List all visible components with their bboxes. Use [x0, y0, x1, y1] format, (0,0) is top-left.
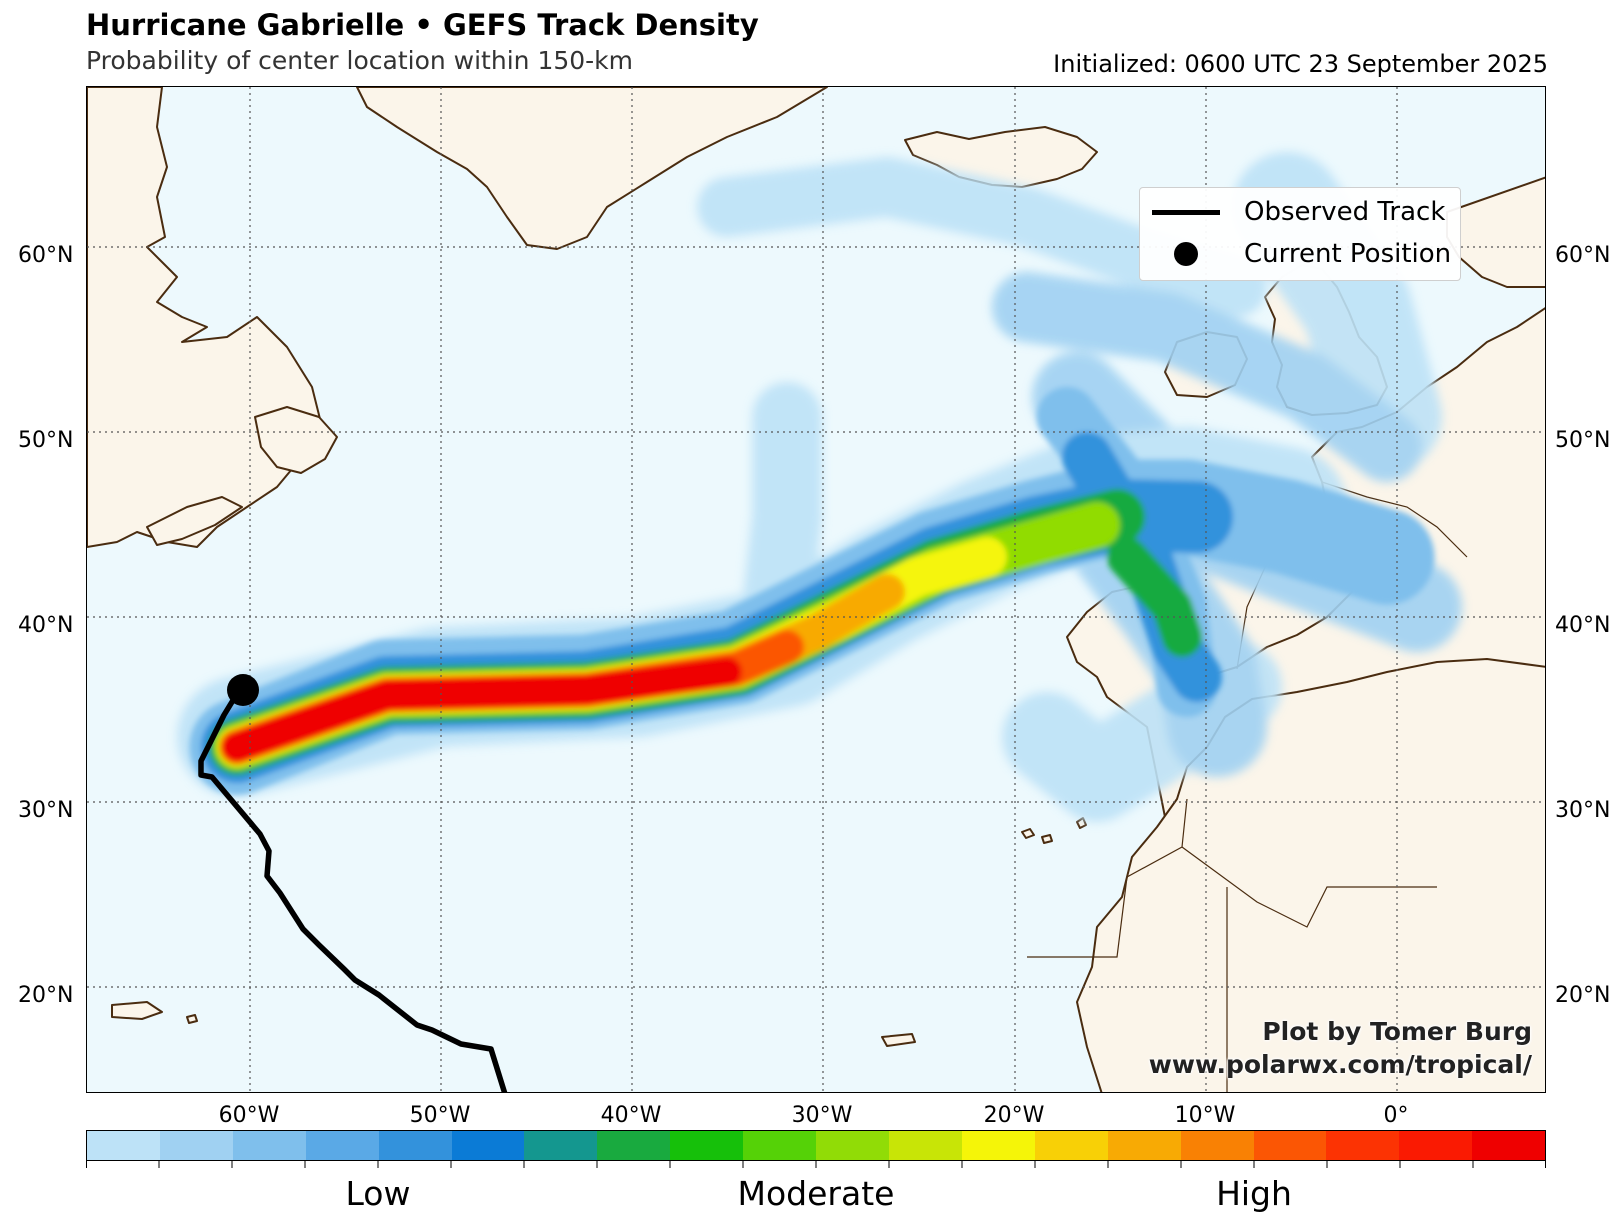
- map-panel[interactable]: Observed Track Current Position: [86, 86, 1546, 1093]
- lat-label-60n-right: 60°N: [1555, 243, 1611, 268]
- legend-entry-current-position: Current Position: [1152, 234, 1451, 274]
- colorbar-swatch: [1253, 1131, 1327, 1160]
- colorbar-swatch: [524, 1131, 598, 1160]
- chart-subtitle: Probability of center location within 15…: [86, 46, 634, 75]
- colorbar-ticks: [86, 1161, 1546, 1168]
- lat-label-60n-left: 60°N: [18, 243, 74, 268]
- density-colorbar: [86, 1130, 1546, 1161]
- credit-url[interactable]: www.polarwx.com/tropical/: [1148, 1050, 1532, 1079]
- colorbar-label-low: Low: [345, 1174, 411, 1213]
- lon-label-0: 0°: [1383, 1103, 1409, 1128]
- observed-track-line: [198, 684, 508, 1092]
- lat-label-50n-left: 50°N: [18, 428, 74, 453]
- lon-label-30w: 30°W: [791, 1103, 853, 1128]
- colorbar-label-high: High: [1216, 1174, 1292, 1213]
- colorbar-swatch: [888, 1131, 962, 1160]
- credit-author: Plot by Tomer Burg: [1262, 1017, 1532, 1046]
- colorbar-swatch: [1107, 1131, 1181, 1160]
- newfoundland-landmass: [254, 406, 338, 474]
- lat-label-20n-left: 20°N: [18, 983, 74, 1008]
- colorbar-swatch: [378, 1131, 452, 1160]
- colorbar-swatch: [961, 1131, 1035, 1160]
- canary-islands: [1021, 817, 1087, 844]
- colorbar-label-moderate: Moderate: [737, 1174, 895, 1213]
- lon-label-40w: 40°W: [600, 1103, 662, 1128]
- colorbar-swatch: [159, 1131, 233, 1160]
- colorbar-swatch: [1034, 1131, 1108, 1160]
- lat-label-30n-left: 30°N: [18, 798, 74, 823]
- scandinavia-landmass: [1446, 176, 1545, 288]
- map-canvas: [87, 87, 1545, 1092]
- colorbar-swatch: [1472, 1131, 1546, 1160]
- greenland-landmass: [356, 87, 828, 250]
- colorbar-swatch: [305, 1131, 379, 1160]
- colorbar-swatch: [597, 1131, 671, 1160]
- legend-label-observed-track: Observed Track: [1244, 197, 1446, 227]
- track-density-plume: [177, 152, 1462, 822]
- current-position-swatch: [1174, 242, 1198, 266]
- caribbean-islands: [111, 1001, 916, 1047]
- colorbar-swatch: [451, 1131, 525, 1160]
- legend-label-current-position: Current Position: [1244, 239, 1452, 269]
- colorbar-swatch: [1399, 1131, 1473, 1160]
- lat-label-50n-right: 50°N: [1555, 428, 1611, 453]
- lat-label-40n-left: 40°N: [18, 613, 74, 638]
- colorbar-swatch: [1326, 1131, 1400, 1160]
- lon-label-10w: 10°W: [1174, 1103, 1236, 1128]
- lat-label-40n-right: 40°N: [1555, 613, 1611, 638]
- colorbar-swatch: [1180, 1131, 1254, 1160]
- nova-scotia-landmass: [146, 496, 243, 546]
- colorbar-swatch: [816, 1131, 889, 1160]
- colorbar-swatch: [87, 1131, 160, 1160]
- initialized-time: Initialized: 0600 UTC 23 September 2025: [1053, 50, 1548, 78]
- lon-label-60w: 60°W: [218, 1103, 280, 1128]
- canada-landmass: [87, 87, 323, 548]
- lat-label-20n-right: 20°N: [1555, 983, 1611, 1008]
- legend-entry-observed-track: Observed Track: [1152, 192, 1445, 232]
- lon-label-20w: 20°W: [983, 1103, 1045, 1128]
- current-position-marker[interactable]: [227, 674, 259, 706]
- chart-title: Hurricane Gabrielle • GEFS Track Density: [86, 8, 759, 42]
- map-legend: Observed Track Current Position: [1139, 187, 1461, 281]
- colorbar-swatch: [670, 1131, 744, 1160]
- lat-label-30n-right: 30°N: [1555, 798, 1611, 823]
- observed-track-swatch: [1152, 209, 1220, 215]
- colorbar-swatch: [743, 1131, 817, 1160]
- colorbar-swatch: [232, 1131, 306, 1160]
- lon-label-50w: 50°W: [409, 1103, 471, 1128]
